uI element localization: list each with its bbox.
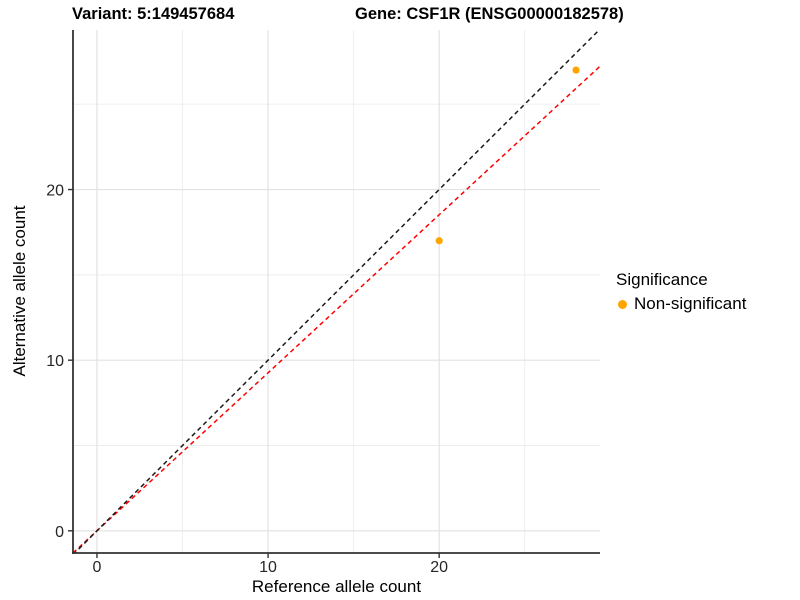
y-tick-label: 10 xyxy=(46,353,64,370)
y-tick-label: 20 xyxy=(46,183,64,200)
data-point xyxy=(572,66,580,74)
y-axis-title: Alternative allele count xyxy=(10,205,29,377)
y-tick-label: 0 xyxy=(55,524,64,541)
legend-title: Significance xyxy=(616,270,708,289)
x-axis-title: Reference allele count xyxy=(251,577,422,596)
legend-entry-label: Non-significant xyxy=(634,294,747,313)
x-tick-label: 0 xyxy=(93,559,102,576)
fit-line xyxy=(73,65,600,553)
plot-title-gene: Gene: CSF1R (ENSG00000182578) xyxy=(355,5,624,23)
x-tick-label: 20 xyxy=(430,559,448,576)
identity-line xyxy=(73,30,600,553)
legend-entry: Non-significant xyxy=(612,294,746,314)
x-tick-label: 10 xyxy=(259,559,277,576)
legend-point-icon xyxy=(618,299,627,309)
data-point xyxy=(435,237,443,245)
plot-title-variant: Variant: 5:149457684 xyxy=(72,5,235,23)
legend: Significance Non-significant xyxy=(612,270,746,314)
